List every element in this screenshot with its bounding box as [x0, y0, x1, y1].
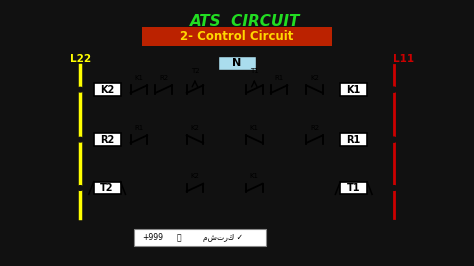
- Circle shape: [391, 87, 397, 92]
- Circle shape: [174, 87, 180, 92]
- Bar: [219, 56, 255, 70]
- Text: N: N: [232, 58, 242, 68]
- Text: K2: K2: [100, 85, 114, 95]
- Text: R2: R2: [100, 135, 114, 145]
- Text: K1: K1: [250, 125, 259, 131]
- Bar: [94, 83, 120, 96]
- Bar: [94, 182, 120, 194]
- Circle shape: [294, 186, 300, 190]
- Bar: [340, 182, 367, 194]
- Circle shape: [234, 137, 240, 142]
- Text: R1: R1: [134, 125, 144, 131]
- Text: L22: L22: [70, 54, 91, 64]
- Text: K2: K2: [191, 125, 200, 131]
- Circle shape: [391, 137, 397, 142]
- Text: K1: K1: [346, 85, 361, 95]
- Bar: [94, 133, 120, 146]
- Text: L11: L11: [393, 54, 415, 64]
- Text: R1: R1: [346, 135, 361, 145]
- Circle shape: [391, 186, 397, 190]
- FancyBboxPatch shape: [142, 27, 332, 46]
- Circle shape: [294, 137, 300, 142]
- Text: K2: K2: [310, 75, 319, 81]
- Text: R1: R1: [274, 75, 283, 81]
- Circle shape: [391, 137, 397, 142]
- Text: +999: +999: [142, 233, 163, 242]
- Circle shape: [391, 87, 397, 92]
- Text: T1: T1: [250, 68, 259, 74]
- Text: K2: K2: [191, 173, 200, 179]
- Circle shape: [294, 87, 300, 92]
- Text: T1: T1: [347, 183, 360, 193]
- Circle shape: [174, 137, 180, 142]
- Text: T2: T2: [191, 68, 199, 74]
- Text: 2- Control Circuit: 2- Control Circuit: [180, 30, 294, 43]
- Circle shape: [234, 87, 240, 92]
- Text: ATS  CIRCUIT: ATS CIRCUIT: [190, 14, 301, 29]
- Bar: [340, 133, 367, 146]
- Circle shape: [391, 186, 397, 190]
- Text: T2: T2: [100, 183, 114, 193]
- Text: R2: R2: [159, 75, 168, 81]
- Circle shape: [234, 186, 240, 190]
- Text: K1: K1: [250, 173, 259, 179]
- Circle shape: [174, 186, 180, 190]
- Text: مشترك ✓: مشترك ✓: [202, 233, 243, 242]
- Bar: [340, 83, 367, 96]
- Circle shape: [77, 87, 83, 92]
- Text: 🔔: 🔔: [177, 233, 182, 242]
- Text: R2: R2: [310, 125, 319, 131]
- Bar: [134, 229, 266, 246]
- Text: K1: K1: [134, 75, 143, 81]
- Circle shape: [77, 186, 83, 190]
- Circle shape: [77, 137, 83, 142]
